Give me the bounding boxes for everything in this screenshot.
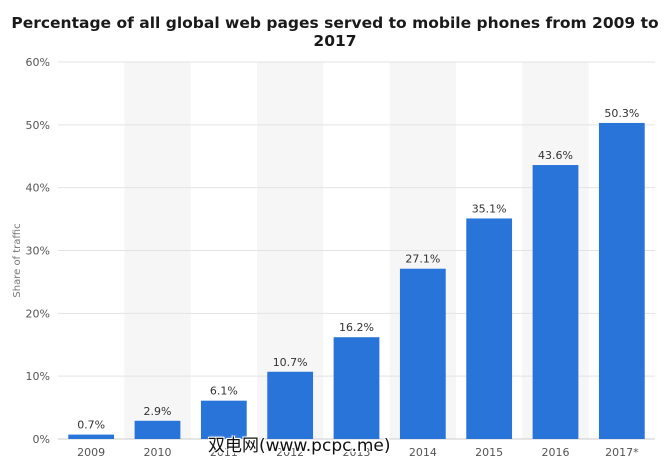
x-tick-label: 2013	[343, 446, 371, 459]
value-label: 6.1%	[210, 385, 238, 398]
y-tick-label: 0%	[33, 433, 50, 446]
chart-title: Percentage of all global web pages serve…	[11, 14, 659, 50]
value-label: 16.2%	[339, 321, 374, 334]
bar-2017*	[598, 122, 645, 439]
bar-2016	[532, 165, 579, 439]
x-axis-ticks: 2009 2010 2011 2012 2013 2014 2015 2016 2017*	[77, 446, 639, 459]
value-label: 35.1%	[472, 202, 507, 215]
x-tick-label: 2010	[144, 446, 172, 459]
bar-2009	[68, 434, 115, 439]
x-tick-label: 2009	[77, 446, 105, 459]
y-tick-label: 20%	[26, 307, 50, 320]
x-tick-label: 2015	[475, 446, 503, 459]
value-label: 0.7%	[77, 419, 105, 432]
y-tick-label: 50%	[26, 119, 50, 132]
bar-2013	[333, 337, 380, 439]
bar-2011	[200, 400, 247, 439]
x-tick-label: 2016	[542, 446, 570, 459]
bar-2010	[134, 420, 181, 439]
bars	[68, 122, 645, 439]
y-tick-label: 60%	[26, 56, 50, 69]
value-label: 10.7%	[273, 356, 308, 369]
y-tick-label: 10%	[26, 370, 50, 383]
x-tick-label: 2017*	[605, 446, 639, 459]
x-tick-label: 2011	[210, 446, 238, 459]
x-tick-label: 2014	[409, 446, 437, 459]
y-tick-label: 40%	[26, 182, 50, 195]
bar-2014	[399, 268, 446, 439]
value-labels: 0.7% 2.9% 6.1% 10.7% 16.2% 27.1% 35.1% 43.6% 50.…	[77, 107, 639, 432]
x-tick-label: 2012	[276, 446, 304, 459]
watermark: 双电网(www.pcpc.me)	[208, 436, 391, 456]
value-label: 2.9%	[144, 405, 172, 418]
bar-2015	[466, 218, 513, 439]
bar-2012	[267, 371, 314, 439]
y-axis-ticks: 0% 10% 20% 30% 40% 50% 60%	[26, 56, 50, 446]
value-label: 43.6%	[538, 149, 573, 162]
y-tick-label: 30%	[26, 245, 50, 258]
value-label: 50.3%	[604, 107, 639, 120]
y-axis-label: Share of traffic	[12, 223, 23, 297]
value-label: 27.1%	[405, 253, 440, 266]
